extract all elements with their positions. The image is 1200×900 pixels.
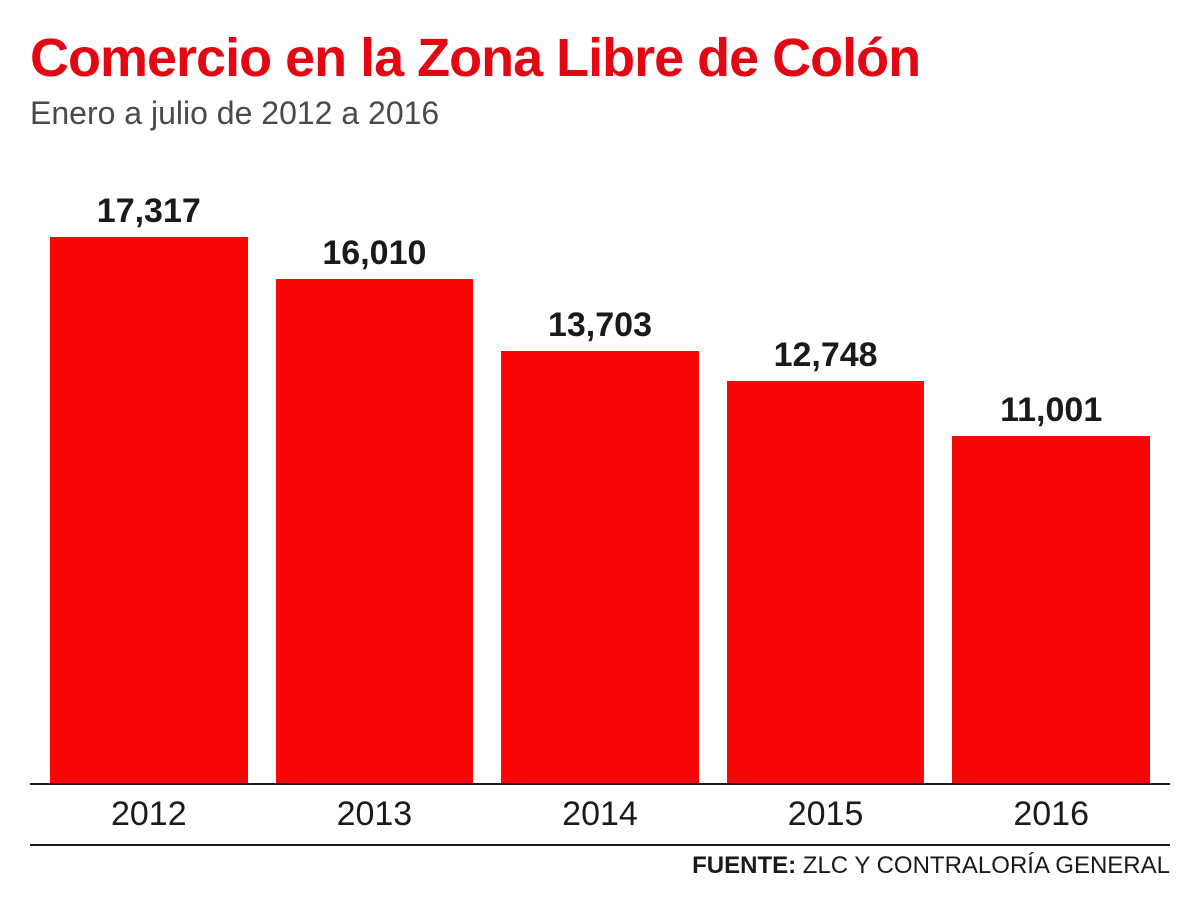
- bar-value-label: 12,748: [774, 336, 878, 375]
- x-axis-label: 2016: [952, 795, 1150, 834]
- bar: [50, 237, 248, 783]
- chart-subtitle: Enero a julio de 2012 a 2016: [30, 95, 1170, 132]
- bar: [501, 351, 699, 783]
- bar-slot: 16,010: [276, 177, 474, 783]
- bar-slot: 12,748: [727, 177, 925, 783]
- bar-value-label: 11,001: [1000, 391, 1102, 430]
- chart-title: Comercio en la Zona Libre de Colón: [30, 30, 1170, 87]
- bar: [952, 436, 1150, 783]
- bar-chart: 17,317 16,010 13,703 12,748 11,001 2012 …: [30, 177, 1170, 880]
- x-axis-label: 2012: [50, 795, 248, 834]
- bar-value-label: 17,317: [97, 192, 201, 231]
- bar: [727, 381, 925, 783]
- bar-slot: 11,001: [952, 177, 1150, 783]
- x-axis: 2012 2013 2014 2015 2016: [30, 785, 1170, 846]
- source-prefix: FUENTE:: [692, 852, 796, 879]
- bar-value-label: 16,010: [322, 234, 426, 273]
- bar-slot: 13,703: [501, 177, 699, 783]
- x-axis-label: 2013: [276, 795, 474, 834]
- source-text: ZLC Y CONTRALORÍA GENERAL: [796, 852, 1170, 879]
- x-axis-label: 2014: [501, 795, 699, 834]
- plot-area: 17,317 16,010 13,703 12,748 11,001: [30, 177, 1170, 785]
- x-axis-label: 2015: [727, 795, 925, 834]
- bar: [276, 279, 474, 783]
- bar-slot: 17,317: [50, 177, 248, 783]
- bar-value-label: 13,703: [548, 306, 652, 345]
- source-line: FUENTE: ZLC Y CONTRALORÍA GENERAL: [30, 852, 1170, 880]
